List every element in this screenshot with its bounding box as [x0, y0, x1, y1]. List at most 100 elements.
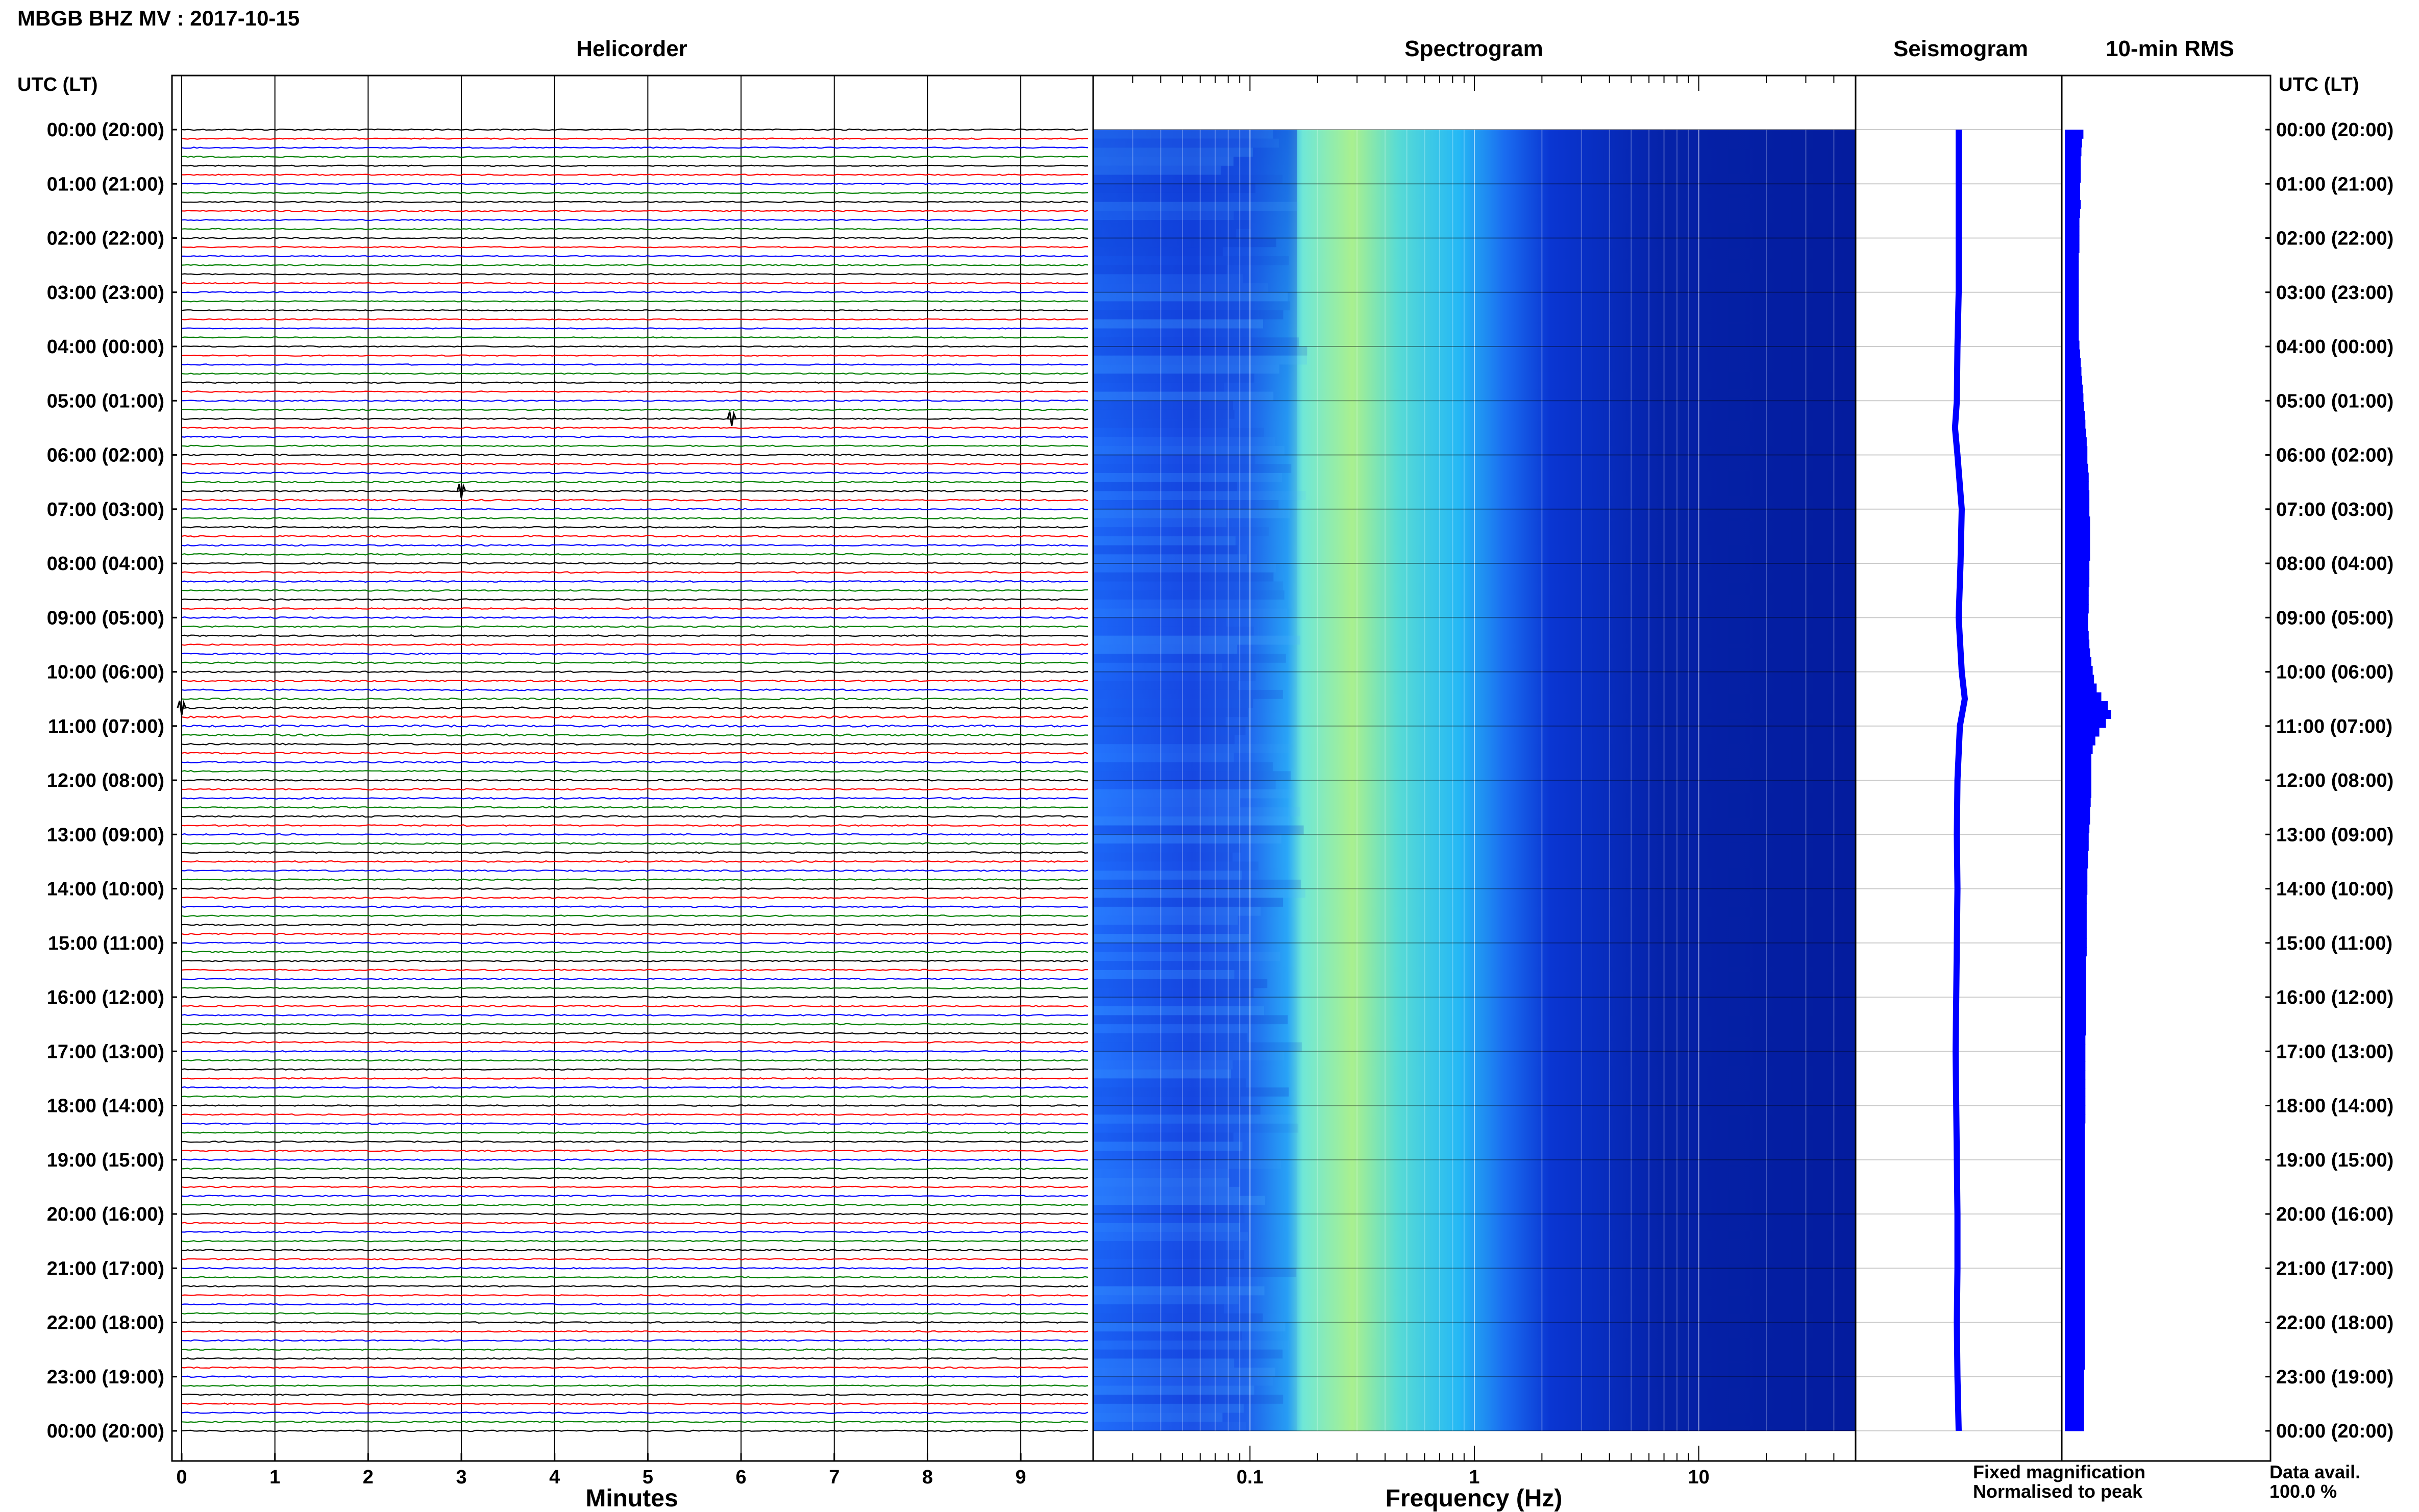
rms-bar [2065, 1079, 2086, 1088]
spectrogram-row [1093, 771, 1291, 780]
spectrogram-row [1093, 1322, 1286, 1332]
helicorder-trace [181, 851, 1089, 854]
helicorder-trace [181, 218, 1089, 221]
station-title: MBGB BHZ MV : 2017-10-15 [17, 6, 300, 30]
spectrogram-row [1093, 445, 1285, 455]
helicorder-trace [181, 1032, 1089, 1035]
spectrogram-row [1093, 934, 1249, 943]
rms-bar [2065, 727, 2100, 737]
time-label-left: 10:00 (06:00) [47, 662, 164, 683]
helicorder-trace [181, 616, 1089, 619]
spectrogram-row [1093, 635, 1300, 645]
helicorder-trace [181, 1023, 1089, 1026]
spectrogram-row [1093, 1096, 1241, 1106]
time-label-left: 06:00 (02:00) [47, 445, 164, 466]
spectrogram-row [1093, 825, 1304, 835]
spectrogram-row [1093, 1042, 1302, 1052]
rms-bar [2065, 1158, 2085, 1168]
rms-bar [2065, 358, 2081, 367]
rms-bar [2065, 648, 2090, 658]
rms-bar [2065, 806, 2090, 816]
rms-bar [2065, 1272, 2085, 1282]
helicorder-event [727, 411, 737, 426]
spectrogram-row [1093, 1331, 1242, 1341]
helicorder-trace [181, 1005, 1089, 1008]
rms-bar [2065, 736, 2095, 746]
spectrogram-row [1093, 1015, 1288, 1025]
rms-bar [2065, 1008, 2086, 1018]
rms-bar [2065, 1369, 2084, 1379]
helicorder-trace [181, 417, 1089, 420]
helicorder-trace [181, 833, 1089, 836]
spectrogram-row [1093, 192, 1228, 202]
time-label-left: 00:00 (20:00) [47, 1421, 164, 1442]
helicorder-trace [181, 1185, 1089, 1188]
spectrogram-row [1093, 355, 1307, 365]
spectrogram-row [1093, 536, 1236, 546]
spectrogram-row [1093, 418, 1229, 428]
helicorder-trace [181, 986, 1089, 989]
helicorder-trace [181, 652, 1089, 655]
helicorder-trace [181, 824, 1089, 827]
spectrogram-streaks [1093, 130, 1307, 1431]
time-label-left: 14:00 (10:00) [47, 879, 164, 900]
time-label-right: 02:00 (22:00) [2276, 228, 2393, 250]
rms-bar [2065, 490, 2090, 500]
spectrogram-row [1093, 202, 1298, 211]
time-label-left: 20:00 (16:00) [47, 1204, 164, 1225]
spectrogram-row [1093, 482, 1237, 491]
helicorder-event [177, 700, 187, 715]
rms-bar [2065, 226, 2080, 236]
helicorder-trace [181, 291, 1089, 293]
spectrogram-row [1093, 554, 1247, 563]
helicorder-trace [181, 435, 1089, 438]
rms-bar [2065, 683, 2097, 693]
rms-title: 10-min RMS [2106, 36, 2234, 61]
rms-bar [2065, 745, 2093, 754]
helicorder-trace [181, 363, 1089, 366]
spectrogram-row [1093, 374, 1254, 383]
time-label-right: 20:00 (16:00) [2276, 1204, 2393, 1225]
spectrogram-row [1093, 1340, 1290, 1350]
helicorder-trace [181, 1330, 1089, 1333]
spectrogram-row [1093, 626, 1254, 636]
spectrogram-row [1093, 871, 1242, 880]
rms-bar [2065, 1351, 2085, 1361]
helicorder-trace [181, 1212, 1089, 1216]
spectrogram-row [1093, 319, 1264, 329]
rms-bar [2065, 173, 2081, 183]
helicorder-traces [177, 128, 1089, 1432]
rms-bar [2065, 824, 2090, 833]
helicorder-trace [181, 941, 1089, 945]
rms-bar [2065, 428, 2086, 438]
helicorder-trace [181, 996, 1088, 999]
helicorder-trace [181, 1041, 1089, 1044]
helicorder-trace [181, 670, 1088, 674]
time-label-left: 02:00 (22:00) [47, 228, 164, 250]
helicorder-trace [181, 544, 1089, 547]
spectrogram-row [1093, 1060, 1233, 1070]
rms-bar [2065, 340, 2080, 350]
helicorder-trace [181, 1375, 1089, 1378]
rms-bar [2065, 964, 2086, 974]
time-label-left: 03:00 (23:00) [47, 282, 164, 304]
helicorder-trace [181, 661, 1089, 664]
time-labels: 00:00 (20:00) 00:00 (20:00) 01:00 (21:00) 0… [47, 119, 2394, 1442]
spectrogram-row [1093, 138, 1279, 148]
rms-bar [2065, 1299, 2085, 1308]
time-label-left: 16:00 (12:00) [47, 987, 164, 1008]
seismogram-trace [1952, 130, 1968, 1431]
rms-bar [2065, 446, 2088, 456]
rms-bar [2065, 1220, 2085, 1229]
helicorder-trace [181, 932, 1089, 935]
spectrogram-row [1093, 184, 1255, 193]
spectrogram-row [1093, 1358, 1235, 1368]
helicorder-trace [181, 1158, 1089, 1161]
helicorder-trace [181, 1050, 1089, 1053]
rms-bar [2065, 393, 2084, 403]
minute-tick-label: 8 [922, 1467, 933, 1488]
helicorder-trace [181, 372, 1089, 375]
time-label-right: 21:00 (17:00) [2276, 1258, 2393, 1279]
rms-bar [2065, 666, 2093, 675]
spectrogram-row [1093, 1277, 1226, 1286]
